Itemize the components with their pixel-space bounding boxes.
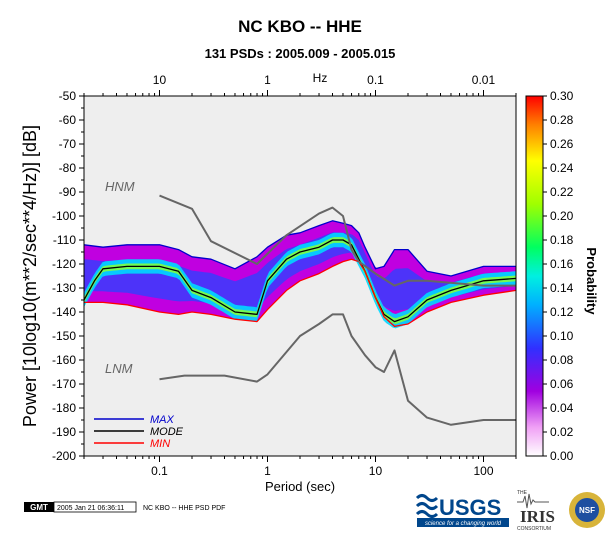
colorbar-tick-label: 0.04	[550, 401, 574, 415]
top-tick-label: 0.1	[367, 73, 384, 87]
y-tick-label: -160	[52, 353, 76, 367]
x-tick-label: 0.1	[151, 464, 168, 478]
colorbar-tick-label: 0.14	[550, 281, 574, 295]
colorbar-label: Probability	[584, 247, 599, 315]
colorbar-tick-label: 0.12	[550, 305, 574, 319]
y-tick-label: -60	[59, 113, 77, 127]
top-tick-label: 1	[264, 73, 271, 87]
y-tick-label: -130	[52, 281, 76, 295]
density-band-peak	[84, 237, 516, 325]
usgs-logo: USGS science for a changing world	[415, 486, 510, 528]
y-tick-label: -200	[52, 449, 76, 463]
colorbar-tick-label: 0.10	[550, 329, 574, 343]
lnm-annotation: LNM	[105, 361, 133, 376]
iris-consortium: CONSORTIUM	[517, 526, 551, 532]
colorbar-tick-label: 0.26	[550, 137, 574, 151]
y-axis-label: Power [10log10(m**2/sec**4/Hz)] [dB]	[20, 125, 40, 427]
hnm-annotation: HNM	[105, 179, 135, 194]
colorbar-tick-label: 0.28	[550, 113, 574, 127]
y-tick-label: -120	[52, 257, 76, 271]
iris-the: THE	[517, 490, 528, 496]
colorbar-tick-label: 0.16	[550, 257, 574, 271]
top-axis-label: Hz	[313, 71, 328, 85]
colorbar-tick-label: 0.06	[550, 377, 574, 391]
colorbar-tick-label: 0.20	[550, 209, 574, 223]
gmt-label: GMT	[30, 503, 48, 512]
colorbar-tick-label: 0.02	[550, 425, 574, 439]
colorbar-tick-label: 0.24	[550, 161, 574, 175]
chart-title: NC KBO -- HHE	[238, 17, 362, 36]
legend-mode-label: MODE	[150, 426, 184, 438]
series-lines	[84, 194, 516, 426]
y-tick-label: -70	[59, 137, 77, 151]
usgs-wordmark: USGS	[439, 495, 501, 520]
y-tick-label: -180	[52, 401, 76, 415]
x-axis-label: Period (sec)	[265, 479, 335, 494]
top-tick-label: 0.01	[472, 73, 496, 87]
timestamp-box	[53, 501, 137, 513]
y-tick-label: -150	[52, 329, 76, 343]
nsf-logo: NSF	[569, 492, 605, 528]
usgs-waves-icon	[415, 494, 439, 518]
gmt-badge	[24, 502, 54, 512]
colorbar	[525, 95, 544, 457]
y-tick-label: -110	[53, 233, 76, 247]
series-line-max	[84, 220, 516, 277]
chart-subtitle: 131 PSDs : 2005.009 - 2005.015	[205, 46, 396, 61]
x-tick-label: 1	[264, 464, 271, 478]
seismogram-icon	[517, 493, 549, 509]
colorbar-tick-label: 0.22	[550, 185, 574, 199]
timestamp: 2005 Jan 21 06:36:11	[57, 505, 124, 512]
iris-wordmark: IRIS	[520, 507, 555, 526]
series-line-min	[84, 258, 516, 328]
legend: MAX MODE MIN	[94, 414, 184, 450]
y-tick-label: -100	[52, 209, 76, 223]
x-tick-label: 100	[473, 464, 493, 478]
colorbar-tick-label: 0.18	[550, 233, 574, 247]
y-tick-label: -50	[59, 89, 77, 103]
series-line-hnm	[159, 194, 516, 287]
legend-max-label: MAX	[150, 414, 175, 426]
y-tick-label: -170	[52, 377, 76, 391]
series-line-mode	[84, 239, 516, 323]
y-tick-label: -140	[52, 305, 76, 319]
usgs-tagline: science for a changing world	[425, 521, 502, 527]
y-tick-label: -80	[59, 161, 77, 175]
nsf-wordmark: NSF	[579, 506, 595, 515]
legend-min-label: MIN	[150, 438, 170, 450]
colorbar-tick-label: 0.30	[550, 89, 574, 103]
x-tick-label: 10	[369, 464, 383, 478]
iris-logo: THE IRIS CONSORTIUM	[517, 490, 555, 532]
y-tick-label: -190	[52, 425, 76, 439]
series-line-lnm	[159, 313, 516, 426]
y-tick-label: -90	[59, 185, 77, 199]
footer-caption: NC KBO -- HHE PSD PDF	[143, 505, 225, 512]
colorbar-ticks: 0.00 0.02 0.04 0.06 0.08 0.10 0.12 0.14 0.16 0.18…	[543, 89, 574, 463]
colorbar-tick-label: 0.08	[550, 353, 574, 367]
top-tick-label: 10	[153, 73, 167, 87]
axes: -50 -60 -70 -80 -90 -100 -110 -120 -130 -140 -150 -…	[52, 73, 517, 478]
colorbar-tick-label: 0.00	[550, 449, 574, 463]
